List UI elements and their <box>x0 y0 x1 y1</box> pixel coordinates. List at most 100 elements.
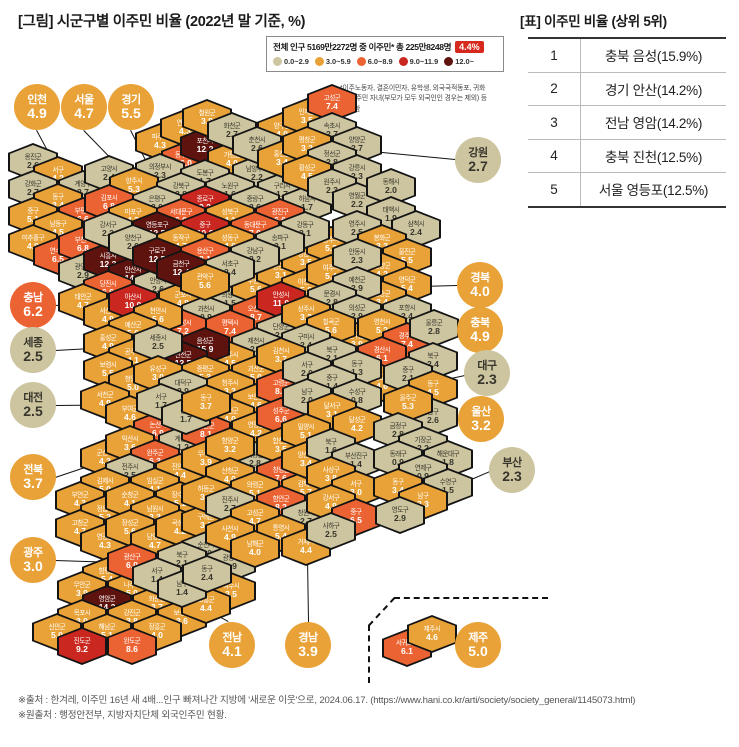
province-circle: 광주 3.0 <box>10 537 56 583</box>
hex-region-name: 구미시 <box>297 333 315 341</box>
hex-region-value: 3.3 <box>300 312 312 323</box>
province-circle: 경남 3.9 <box>285 622 331 668</box>
hex-region-value: 2.7 <box>226 129 238 140</box>
hex-region-name: 서초구 <box>221 260 239 268</box>
hex-region-name: 대덕구 <box>174 379 192 387</box>
hex-region-name: 성주군 <box>272 407 290 415</box>
province-name: 광주 <box>23 546 43 559</box>
hex-region-name: 영천시 <box>373 318 391 326</box>
hex-region-value: 14.2 <box>98 602 116 613</box>
hex-region-name: 합천군 <box>272 437 290 445</box>
hex-region-name: 청도군 <box>373 374 391 382</box>
province-circle: 대전 2.5 <box>10 382 56 428</box>
hex-region-name: 영주시 <box>348 220 366 228</box>
source-notes: ※출처 : 한겨레, 이주민 16년 새 4배...인구 빠져나간 지방에 '새… <box>18 694 725 724</box>
hex-region-name: 중구 <box>27 207 39 215</box>
hex-region-name: 강북구 <box>172 182 190 190</box>
legend-item: 0.0~2.9 <box>273 57 309 66</box>
hex-region-value: 4.2 <box>376 269 388 280</box>
hex-region-value: 0.9 <box>392 457 404 468</box>
hex-region-name: 동구 <box>427 380 439 388</box>
hex-region-name: 금천구 <box>172 260 190 268</box>
hex-region-value: 4.0 <box>151 630 163 641</box>
hex-region-name: 광주시 <box>322 236 340 244</box>
hex-region-name: 강남구 <box>246 247 264 255</box>
hex-region-value: 7.4 <box>326 101 338 112</box>
hex-region-value: 2.5 <box>152 341 164 352</box>
hex-region-value: 3.4 <box>52 200 64 211</box>
hex-region-name: 중구 <box>326 374 338 382</box>
hex-region-value: 9.2 <box>199 202 211 213</box>
hex-region-name: 영등포구 <box>145 221 169 229</box>
map-hex-fill: 사하구 2.5 <box>308 514 354 548</box>
hex-region-value: 2.9 <box>177 386 189 397</box>
legend-color-dot <box>444 57 454 66</box>
hex-region-name: 화성시 <box>175 320 192 328</box>
hex-region-name: 원주시 <box>323 178 341 186</box>
hex-region-value: 4.6 <box>224 241 236 252</box>
region-cell: 충북 진천(12.5%) <box>580 139 726 172</box>
hex-region-value: 2.4 <box>201 572 213 583</box>
hex-region-value: 9.2 <box>76 644 88 655</box>
hex-region-name: 군포시 <box>174 291 192 299</box>
province-circle: 세종 2.5 <box>10 327 56 373</box>
hex-region-name: 삼척시 <box>407 220 425 228</box>
hex-region-name: 인제군 <box>298 108 316 116</box>
hex-region-name: 제천시 <box>247 337 265 345</box>
hex-region-name: 목포시 <box>73 609 91 617</box>
table-row: 2 경기 안산(14.2%) <box>528 71 726 105</box>
region-cell: 전남 영암(14.2%) <box>580 106 726 139</box>
hex-region-name: 여수시 <box>222 582 240 590</box>
hex-region-name: 서구 <box>151 567 163 575</box>
hex-region-name: 사천시 <box>221 525 239 533</box>
hex-region-value: 4.0 <box>224 414 236 425</box>
hex-region-value: 2.5 <box>351 227 363 238</box>
hex-region-value: 2.4 <box>224 267 236 278</box>
hex-region-name: 김포시 <box>100 194 118 202</box>
hex-region-value: 2.2 <box>351 199 363 210</box>
hex-region-value: 5.6 <box>250 284 262 295</box>
hex-region-name: 구리시 <box>273 182 291 190</box>
map-hex-fill: 동구 2.4 <box>184 557 230 591</box>
hex-region-name: 단양군 <box>272 323 290 331</box>
hex-region-name: 도봉구 <box>196 169 214 177</box>
hex-region-value: 4.7 <box>175 241 187 252</box>
hex-region-value: 2.9 <box>77 270 89 281</box>
hex-region-name: 고흥군 <box>197 596 215 604</box>
hex-region-name: 완주군 <box>146 449 164 457</box>
hex-region-value: 4.3 <box>127 215 139 226</box>
province-circle: 경기 5.5 <box>108 84 154 130</box>
hex-region-value: 2.0 <box>151 202 163 213</box>
hex-region-value: 6.5 <box>52 254 64 265</box>
hex-region-name: 평창군 <box>298 136 316 144</box>
hex-region-value: 6.0 <box>175 215 187 226</box>
province-circle: 전남 4.1 <box>209 622 255 668</box>
province-name: 강원 <box>468 146 488 159</box>
province-name: 세종 <box>23 336 43 349</box>
hex-region-name: 유성구 <box>149 365 167 373</box>
hex-region-name: 고령군 <box>272 379 290 387</box>
province-value: 2.5 <box>23 402 43 419</box>
hex-region-name: 중구 <box>199 221 211 229</box>
hex-region-name: 광진구 <box>271 208 289 216</box>
hex-region-name: 진주시 <box>221 496 239 504</box>
hex-region-value: 4.5 <box>427 387 439 398</box>
hex-region-name: 나주시 <box>123 581 141 589</box>
hex-region-name: 부안군 <box>71 491 89 499</box>
hex-region-name: 북구 <box>325 438 337 446</box>
hex-region-name: 임실군 <box>146 477 164 485</box>
province-value: 4.7 <box>74 104 94 121</box>
hex-region-name: 은평구 <box>148 195 166 203</box>
hex-region-value: 7.4 <box>224 326 236 337</box>
hex-region-value: 5.0 <box>250 372 262 383</box>
hex-region-name: 서대문구 <box>169 208 193 216</box>
hex-region-name: 부여군 <box>121 405 139 413</box>
hex-region-value: 2.4 <box>300 340 312 351</box>
hex-region-name: 사하구 <box>322 522 340 530</box>
hex-region-name: 태백시 <box>382 206 400 214</box>
hex-region-value: 12.5 <box>148 228 166 239</box>
hex-region-name: 동구 <box>52 193 64 201</box>
hex-region-value: 5.3 <box>402 401 414 412</box>
hex-region-value: 5.4 <box>101 574 113 585</box>
